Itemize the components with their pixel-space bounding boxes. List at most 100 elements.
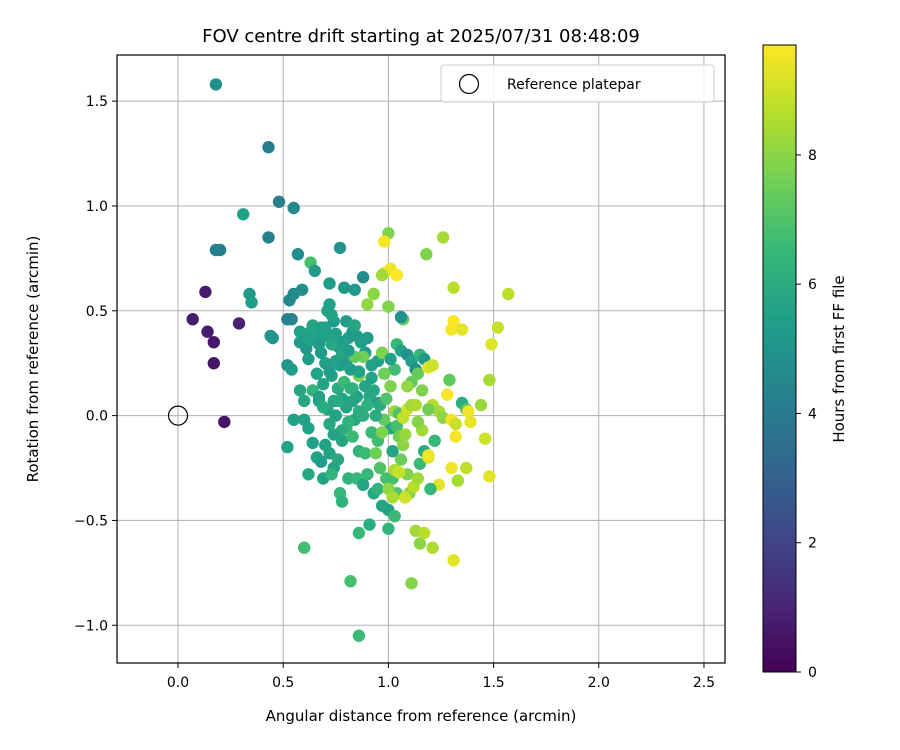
- y-axis-label: Rotation from reference (arcmin): [24, 236, 42, 483]
- data-point: [386, 491, 399, 504]
- legend-reference-marker: [458, 73, 480, 95]
- data-point: [386, 445, 399, 458]
- data-point: [449, 417, 462, 431]
- data-point: [388, 363, 401, 376]
- data-point: [443, 373, 456, 387]
- data-point: [281, 440, 294, 454]
- data-point: [363, 518, 376, 531]
- y-axis-ticks: −1.0 −0.5 0.0 0.5 1.0 1.5: [74, 94, 117, 634]
- x-axis-ticks: 0.0 0.5 1.0 1.5 2.0 2.5: [167, 663, 715, 691]
- data-point: [213, 243, 227, 257]
- colorbar: 0 2 4 6 8 Hours from first FF file: [762, 44, 848, 681]
- data-point: [348, 283, 361, 296]
- data-point: [428, 434, 441, 447]
- data-point: [325, 308, 338, 322]
- data-point: [365, 371, 378, 385]
- data-point: [295, 283, 309, 296]
- data-point: [399, 428, 412, 441]
- data-point: [352, 526, 366, 540]
- colorbar-ticks: 0 2 4 6 8: [796, 148, 817, 681]
- data-point: [348, 319, 361, 332]
- data-point: [314, 321, 328, 334]
- data-point: [367, 384, 380, 397]
- data-point: [479, 432, 492, 445]
- x-tick-label: 2.0: [588, 675, 610, 691]
- data-point: [451, 474, 464, 487]
- data-point: [323, 277, 336, 290]
- data-point: [344, 382, 357, 395]
- data-point: [483, 373, 496, 387]
- data-point: [312, 390, 326, 403]
- data-point: [287, 201, 300, 215]
- data-point: [447, 281, 460, 294]
- data-point: [455, 323, 469, 336]
- data-point: [298, 541, 311, 554]
- chart-title: FOV centre drift starting at 2025/07/31 …: [202, 26, 640, 47]
- data-point: [232, 317, 246, 330]
- data-point: [491, 321, 504, 334]
- x-tick-label: 1.5: [482, 675, 504, 691]
- colorbar-tick-label: 8: [808, 148, 817, 164]
- colorbar-tick-label: 2: [808, 536, 817, 552]
- data-point: [460, 461, 473, 475]
- data-point: [361, 298, 374, 311]
- data-point: [302, 468, 315, 481]
- data-point: [308, 264, 321, 278]
- data-point: [369, 409, 382, 422]
- data-point: [394, 453, 408, 466]
- data-point: [272, 195, 286, 208]
- data-point: [209, 78, 223, 91]
- data-point: [361, 468, 374, 481]
- data-point: [464, 415, 477, 429]
- reference-marker-layer: [167, 405, 189, 426]
- data-point: [483, 470, 496, 483]
- data-point: [199, 285, 212, 299]
- data-point: [329, 409, 342, 422]
- x-tick-label: 0.5: [272, 675, 294, 691]
- x-axis-label: Angular distance from reference (arcmin): [266, 707, 577, 725]
- legend: Reference platepar: [440, 64, 715, 103]
- data-point: [335, 495, 349, 508]
- data-point: [413, 537, 427, 550]
- data-point: [186, 313, 199, 326]
- colorbar-tick-label: 0: [808, 665, 817, 681]
- legend-box: [440, 64, 715, 103]
- data-point: [390, 268, 403, 282]
- data-point: [338, 281, 351, 294]
- data-point: [411, 472, 424, 485]
- data-point: [380, 392, 393, 405]
- data-point: [237, 208, 250, 221]
- data-point: [420, 248, 433, 261]
- data-point: [426, 541, 439, 554]
- x-tick-label: 2.5: [693, 675, 715, 691]
- y-tick-label: 1.5: [86, 94, 108, 110]
- data-point: [409, 398, 422, 412]
- data-point: [388, 510, 401, 523]
- data-point: [262, 231, 275, 244]
- data-point: [361, 331, 374, 345]
- data-point: [413, 457, 427, 470]
- data-point: [361, 398, 374, 412]
- data-point: [344, 575, 357, 588]
- data-point: [352, 629, 366, 642]
- x-tick-label: 1.0: [377, 675, 399, 691]
- data-point: [356, 271, 370, 284]
- data-point: [449, 430, 462, 443]
- data-point: [378, 367, 391, 380]
- y-tick-label: 0.5: [86, 304, 108, 320]
- data-point: [415, 384, 429, 397]
- y-tick-label: −0.5: [74, 513, 108, 529]
- grid: [117, 55, 725, 663]
- data-point: [394, 310, 408, 324]
- data-point: [375, 268, 389, 282]
- data-point: [333, 241, 347, 255]
- data-point: [411, 415, 424, 429]
- data-point: [367, 287, 380, 301]
- data-point: [327, 428, 340, 441]
- data-point: [485, 338, 498, 351]
- data-point: [317, 401, 330, 414]
- data-point: [291, 248, 305, 261]
- data-point: [306, 436, 319, 450]
- data-point: [356, 409, 370, 422]
- data-point: [314, 455, 328, 468]
